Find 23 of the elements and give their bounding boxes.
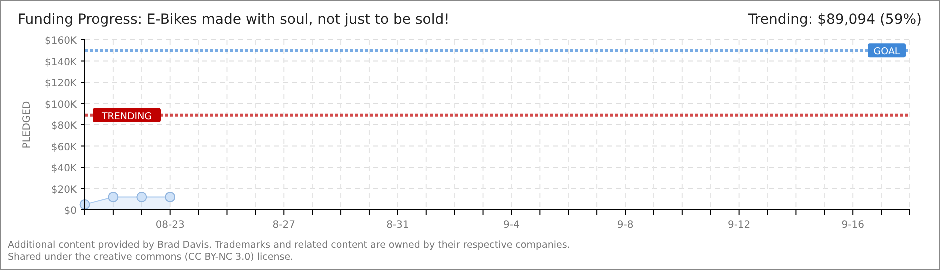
- y-tick-label: $40K: [51, 164, 78, 174]
- x-tick-label: 8-31: [386, 220, 410, 231]
- y-tick-label: $140K: [44, 57, 78, 68]
- x-tick-label: 08-23: [156, 220, 185, 231]
- ref-line-label: TRENDING: [100, 111, 152, 122]
- x-tick-label: 9-4: [504, 220, 520, 231]
- text: Shared under the creative commons (CC BY-NC 3.0) license.: [8, 252, 294, 263]
- x-tick-label: 8-27: [272, 220, 296, 231]
- text: Trending: $89,094 (59%): [747, 12, 922, 28]
- chart-title: Funding Progress: E-Bikes made with soul, not just to be sold!: [18, 12, 450, 28]
- y-tick-label: $20K: [51, 184, 78, 196]
- x-tick-label: 9-12: [728, 220, 751, 231]
- y-tick-label: $100K: [44, 100, 78, 111]
- y-tick-label: $60K: [51, 142, 78, 154]
- x-tick-label: 9-8: [617, 220, 634, 231]
- x-tick-label: 9-16: [842, 220, 864, 231]
- ref-line-label: GOAL: [874, 46, 901, 58]
- text: Additional content provided by Brad Davis. Trademarks and related content are owned by their respective companies.: [8, 240, 570, 251]
- y-tick-label: $0: [64, 206, 77, 217]
- y-tick-label: $120K: [44, 78, 78, 90]
- y-axis-title: PLEDGED: [22, 101, 33, 149]
- y-tick-label: $80K: [51, 121, 78, 132]
- y-tick-label: $160K: [44, 36, 78, 47]
